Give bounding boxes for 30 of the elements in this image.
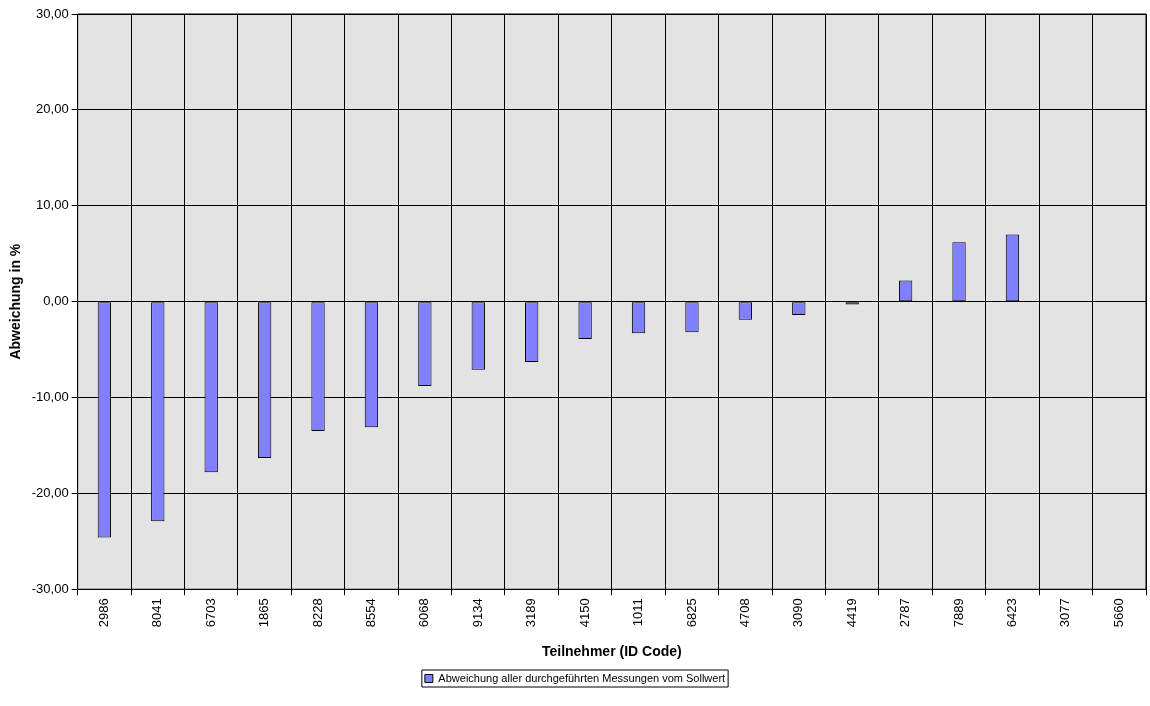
y-tick-label: 20,00	[36, 101, 69, 117]
x-tick-label: 3189	[523, 598, 539, 628]
x-tick-label: 2787	[897, 598, 913, 628]
y-tick-label: -20,00	[31, 484, 69, 500]
x-tick-label: 2986	[95, 598, 111, 628]
x-tick-label: 5660	[1110, 598, 1126, 628]
y-tick-label: 0,00	[43, 293, 69, 309]
x-tick-label: 3077	[1057, 598, 1073, 628]
x-tick-label: 8554	[363, 598, 379, 628]
x-tick-label: 6068	[416, 598, 432, 628]
x-tick-label: 9134	[469, 598, 485, 628]
x-tick-label: 3090	[790, 598, 806, 628]
legend-label: Abweichung aller durchgeführten Messungen vom Sollwert	[438, 671, 726, 684]
y-axis-title: Abweichung in %	[7, 243, 24, 360]
x-axis-title: Teilnehmer (ID Code)	[541, 643, 682, 660]
x-tick-label: 7889	[950, 598, 966, 628]
x-tick-label: 6825	[683, 598, 699, 628]
y-tick-label: 30,00	[36, 5, 69, 21]
y-tick-label: -30,00	[31, 580, 69, 596]
x-tick-label: 8041	[149, 598, 165, 628]
x-tick-label: 6703	[202, 598, 218, 628]
x-tick-label: 4708	[736, 598, 752, 628]
y-tick-label: -10,00	[31, 389, 69, 405]
x-tick-label: 1865	[256, 598, 272, 628]
y-tick-label: 10,00	[36, 197, 69, 213]
x-tick-label: 6423	[1004, 598, 1020, 628]
x-tick-label: 4419	[843, 598, 859, 628]
x-tick-label: 8228	[309, 598, 325, 628]
x-tick-label: 1011	[630, 598, 646, 627]
x-tick-label: 4150	[576, 598, 592, 628]
